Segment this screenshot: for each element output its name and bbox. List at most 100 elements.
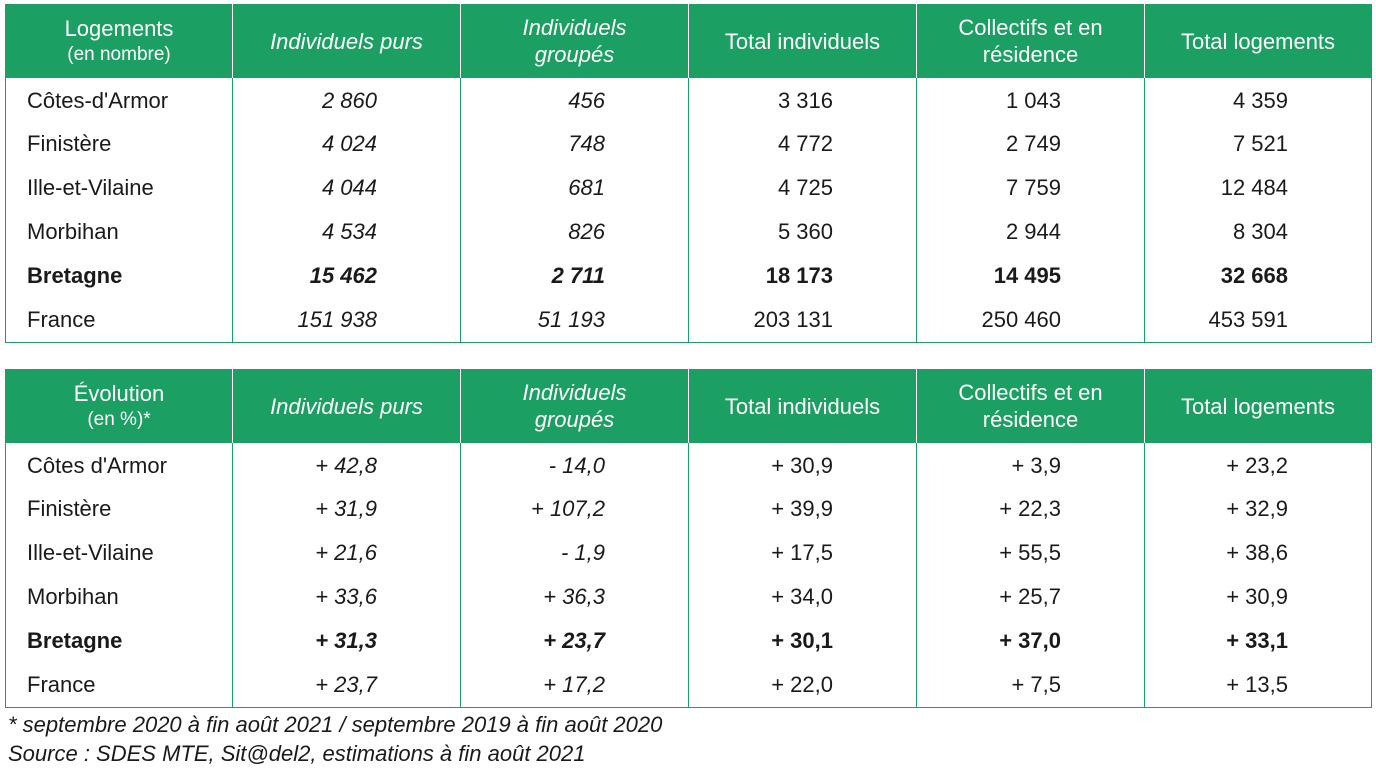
table-row: Morbihan + 33,6 + 36,3 + 34,0 + 25,7 + 30,9 xyxy=(5,575,1372,619)
table-cell: + 7,5 xyxy=(916,663,1145,708)
table-header: Évolution (en %)* Individuels purs Indiv… xyxy=(5,369,1372,443)
table-cell: 7 521 xyxy=(1144,122,1372,166)
row-label: Ille-et-Vilaine xyxy=(5,531,233,575)
table-cell: + 34,0 xyxy=(688,575,917,619)
table-row: Côtes d'Armor + 42,8- 14,0 + 30,9 + 3,9 + 23… xyxy=(5,443,1372,487)
header-unit: (en nombre) xyxy=(67,43,171,65)
table-cell: 5 360 xyxy=(688,210,917,254)
header-total-logements: Total logements xyxy=(1144,4,1372,78)
table-cell: + 22,0 xyxy=(688,663,917,708)
table-cell: + 36,3 xyxy=(460,575,689,619)
table-body: Côtes-d'Armor 2 860 456 3 316 1 043 4 359 Fini… xyxy=(5,78,1372,343)
header-collectifs: Collectifs et en résidence xyxy=(916,369,1145,443)
header-title: Logements xyxy=(64,15,174,41)
header-individuels-groupes: Individuels groupés xyxy=(460,4,689,78)
table-cell: 4 044 xyxy=(232,166,461,210)
table-cell: + 39,9 xyxy=(688,487,917,531)
header-unit: (en %)* xyxy=(87,408,151,430)
table-row: Ille-et-Vilaine + 21,6- 1,9 + 17,5 + 55,5 + … xyxy=(5,531,1372,575)
row-label: Morbihan xyxy=(5,575,233,619)
table-cell: + 30,9 xyxy=(688,443,917,487)
row-label: Côtes-d'Armor xyxy=(5,78,233,122)
header-individuels-purs: Individuels purs xyxy=(232,369,461,443)
logements-table: Logements (en nombre) Individuels purs I… xyxy=(5,4,1372,343)
table-cell: + 31,3 xyxy=(232,619,461,663)
header-individuels-groupes: Individuels groupés xyxy=(460,369,689,443)
table-body: Côtes d'Armor + 42,8- 14,0 + 30,9 + 3,9 + 23… xyxy=(5,443,1372,708)
table-cell: + 25,7 xyxy=(916,575,1145,619)
header-logements: Logements (en nombre) xyxy=(5,4,233,78)
table-cell: 4 725 xyxy=(688,166,917,210)
table-cell: + 33,1 xyxy=(1144,619,1372,663)
table-cell: - 14,0 xyxy=(460,443,689,487)
row-label: France xyxy=(5,663,233,708)
table-row: Morbihan 4 534 826 5 360 2 944 8 304 xyxy=(5,210,1372,254)
table-cell: + 23,2 xyxy=(1144,443,1372,487)
table-cell: 203 131 xyxy=(688,298,917,343)
table-cell: 453 591 xyxy=(1144,298,1372,343)
table-cell: + 17,2 xyxy=(460,663,689,708)
table-cell: + 107,2 xyxy=(460,487,689,531)
table-cell: 4 359 xyxy=(1144,78,1372,122)
table-cell: + 55,5 xyxy=(916,531,1145,575)
table-row: France 151 938 51 193 203 131 250 460 453 591 xyxy=(5,298,1372,343)
table-cell: 15 462 xyxy=(232,254,461,298)
table-row: Bretagne + 31,3 + 23,7 + 30,1 + 37,0 + 33,1 xyxy=(5,619,1372,663)
table-cell: 32 668 xyxy=(1144,254,1372,298)
row-label: Côtes d'Armor xyxy=(5,443,233,487)
row-label: Bretagne xyxy=(5,619,233,663)
table-header: Logements (en nombre) Individuels purs I… xyxy=(5,4,1372,78)
header-collectifs: Collectifs et en résidence xyxy=(916,4,1145,78)
table-row: Finistère 4 024 748 4 772 2 749 7 521 xyxy=(5,122,1372,166)
table-cell: 4 534 xyxy=(232,210,461,254)
table-cell: 4 772 xyxy=(688,122,917,166)
table-cell: + 38,6 xyxy=(1144,531,1372,575)
source-note: Source : SDES MTE, Sit@del2, estimations… xyxy=(8,741,586,766)
row-label: Ille-et-Vilaine xyxy=(5,166,233,210)
table-row: France + 23,7 + 17,2 + 22,0 + 7,5 + 13,5 xyxy=(5,663,1372,708)
table-cell: 2 711 xyxy=(460,254,689,298)
table-cell: 748 xyxy=(460,122,689,166)
table-cell: + 32,9 xyxy=(1144,487,1372,531)
row-label: Finistère xyxy=(5,122,233,166)
table-cell: 3 316 xyxy=(688,78,917,122)
table-cell: 2 749 xyxy=(916,122,1145,166)
table-cell: + 30,1 xyxy=(688,619,917,663)
header-total-logements: Total logements xyxy=(1144,369,1372,443)
table-cell: + 33,6 xyxy=(232,575,461,619)
table-cell: + 37,0 xyxy=(916,619,1145,663)
table-row: Bretagne 15 462 2 711 18 173 14 495 32 668 xyxy=(5,254,1372,298)
table-cell: + 31,9 xyxy=(232,487,461,531)
row-label: France xyxy=(5,298,233,343)
table-cell: 7 759 xyxy=(916,166,1145,210)
header-total-individuels: Total individuels xyxy=(688,369,917,443)
table-cell: + 17,5 xyxy=(688,531,917,575)
table-cell: + 21,6 xyxy=(232,531,461,575)
table-row: Côtes-d'Armor 2 860 456 3 316 1 043 4 359 xyxy=(5,78,1372,122)
table-cell: + 23,7 xyxy=(232,663,461,708)
table-cell: + 30,9 xyxy=(1144,575,1372,619)
table-cell: + 42,8 xyxy=(232,443,461,487)
table-cell: + 13,5 xyxy=(1144,663,1372,708)
evolution-table: Évolution (en %)* Individuels purs Indiv… xyxy=(5,369,1372,708)
table-cell: + 3,9 xyxy=(916,443,1145,487)
table-cell: 2 860 xyxy=(232,78,461,122)
table-cell: - 1,9 xyxy=(460,531,689,575)
table-row: Finistère + 31,9 + 107,2 + 39,9 + 22,3 + 32,9 xyxy=(5,487,1372,531)
table-cell: + 23,7 xyxy=(460,619,689,663)
table-cell: 4 024 xyxy=(232,122,461,166)
table-cell: 14 495 xyxy=(916,254,1145,298)
table-row: Ille-et-Vilaine 4 044 681 4 725 7 759 12 484 xyxy=(5,166,1372,210)
table-cell: 151 938 xyxy=(232,298,461,343)
footnote: * septembre 2020 à fin août 2021 / septe… xyxy=(8,712,663,737)
row-label: Finistère xyxy=(5,487,233,531)
row-label: Morbihan xyxy=(5,210,233,254)
table-cell: 8 304 xyxy=(1144,210,1372,254)
header-evolution: Évolution (en %)* xyxy=(5,369,233,443)
table-cell: 18 173 xyxy=(688,254,917,298)
table-cell: 12 484 xyxy=(1144,166,1372,210)
table-cell: + 22,3 xyxy=(916,487,1145,531)
table-cell: 51 193 xyxy=(460,298,689,343)
header-total-individuels: Total individuels xyxy=(688,4,917,78)
header-title: Évolution xyxy=(73,380,165,406)
